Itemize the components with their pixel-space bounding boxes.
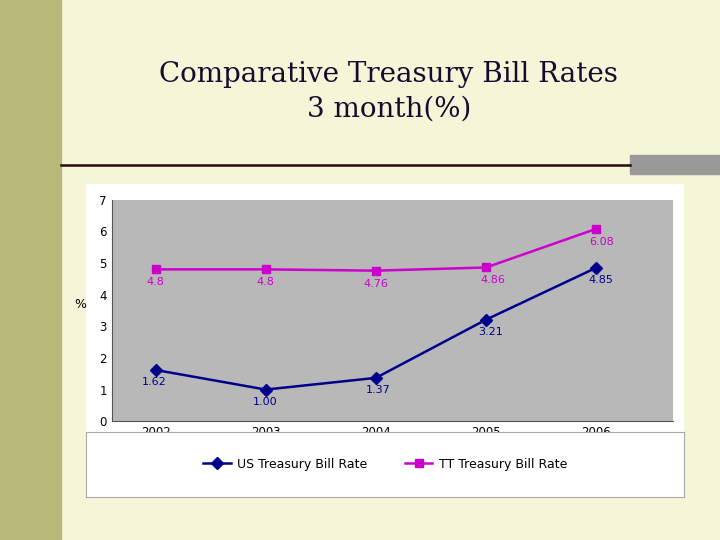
Text: 4.8: 4.8 xyxy=(147,278,165,287)
Text: 1.37: 1.37 xyxy=(366,385,391,395)
Legend: US Treasury Bill Rate, TT Treasury Bill Rate: US Treasury Bill Rate, TT Treasury Bill … xyxy=(199,453,572,476)
Text: 4.76: 4.76 xyxy=(364,279,388,288)
Text: Comparative Treasury Bill Rates
3 month(%): Comparative Treasury Bill Rates 3 month(… xyxy=(159,60,618,123)
Text: 3.21: 3.21 xyxy=(478,327,503,336)
Text: 4.8: 4.8 xyxy=(257,278,275,287)
Y-axis label: %: % xyxy=(75,298,86,310)
Text: 1.62: 1.62 xyxy=(142,377,167,387)
Text: 1.00: 1.00 xyxy=(252,396,277,407)
Text: 6.08: 6.08 xyxy=(589,237,614,247)
Text: 4.86: 4.86 xyxy=(480,275,505,286)
Text: 4.85: 4.85 xyxy=(588,275,613,285)
